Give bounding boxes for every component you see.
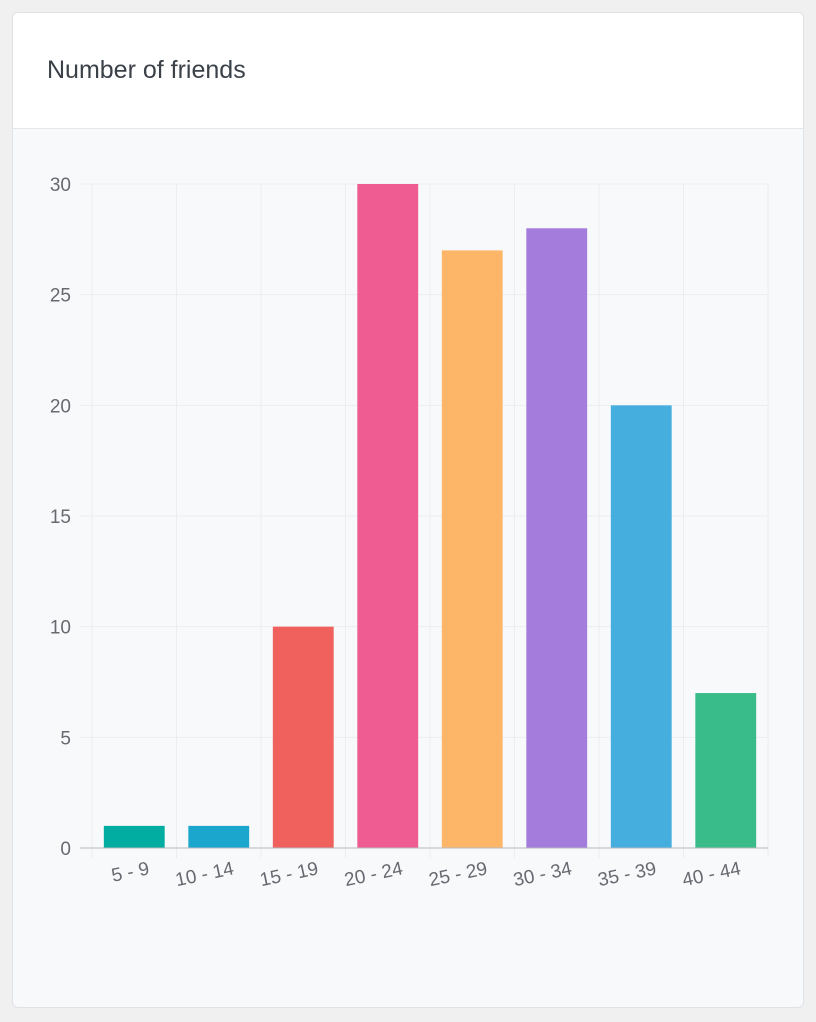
- x-tick-label: 30 - 34: [512, 858, 575, 891]
- card-title: Number of friends: [47, 56, 246, 84]
- bar-chart: 0 5 10 15 20 25 30 5 - 9 10 - 14 15 - 19 20 - 24 2…: [50, 175, 769, 891]
- bar-25-29[interactable]: [441, 250, 503, 848]
- bar-5-9[interactable]: [103, 825, 165, 848]
- bar-20-24[interactable]: [357, 184, 419, 848]
- x-tick-label: 25 - 29: [427, 858, 489, 891]
- x-tick-label: 15 - 19: [258, 858, 320, 891]
- chart-card: Number of friends 0 5 10 15 20 25 30 5 - 9 10 -…: [12, 12, 804, 1008]
- x-tick-label: 10 - 14: [174, 858, 237, 891]
- card-body: 0 5 10 15 20 25 30 5 - 9 10 - 14 15 - 19 20 - 24 2…: [13, 129, 803, 1007]
- y-tick-labels: 0 5 10 15 20 25 30: [50, 175, 71, 860]
- x-tick-labels: 5 - 9 10 - 14 15 - 19 20 - 24 25 - 29 30 - 34…: [110, 858, 743, 891]
- y-tick-label: 20: [50, 396, 71, 417]
- x-tick-label: 20 - 24: [343, 858, 406, 891]
- bar-35-39[interactable]: [610, 405, 672, 848]
- bar-10-14[interactable]: [188, 825, 250, 848]
- card-header: Number of friends: [13, 13, 803, 129]
- y-tick-label: 15: [50, 507, 71, 528]
- y-tick-label: 25: [50, 286, 71, 307]
- y-tick-label: 10: [50, 618, 71, 639]
- x-tick-label: 5 - 9: [110, 858, 152, 886]
- bar-15-19[interactable]: [272, 626, 334, 848]
- y-tick-label: 5: [60, 728, 71, 749]
- y-tick-label: 0: [60, 839, 71, 860]
- x-tick-label: 35 - 39: [596, 858, 658, 891]
- bar-30-34[interactable]: [526, 228, 588, 848]
- y-tick-label: 30: [50, 175, 71, 196]
- x-tick-label: 40 - 44: [681, 858, 744, 891]
- bar-40-44[interactable]: [695, 693, 757, 848]
- bars: [103, 184, 757, 848]
